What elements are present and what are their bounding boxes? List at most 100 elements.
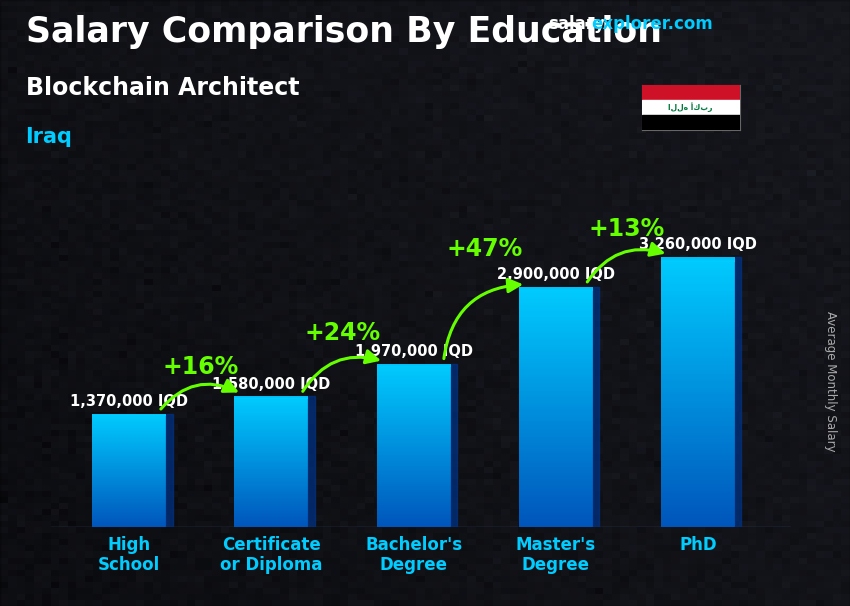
Bar: [93, 455, 167, 456]
Bar: [661, 514, 735, 516]
Bar: [93, 444, 167, 445]
Bar: [235, 491, 309, 492]
Bar: [377, 393, 450, 394]
Bar: [518, 375, 592, 377]
Bar: [93, 425, 167, 426]
Bar: [235, 493, 309, 494]
Bar: [235, 497, 309, 498]
Bar: [661, 295, 735, 298]
Bar: [518, 291, 592, 293]
Bar: [661, 374, 735, 376]
Bar: [377, 395, 450, 396]
Bar: [661, 523, 735, 525]
Bar: [235, 461, 309, 462]
Bar: [661, 302, 735, 304]
Bar: [235, 477, 309, 478]
Bar: [93, 420, 167, 421]
Bar: [235, 451, 309, 452]
Bar: [377, 436, 450, 438]
Bar: [377, 455, 450, 456]
Bar: [661, 340, 735, 342]
Bar: [235, 476, 309, 477]
Bar: [661, 318, 735, 320]
Bar: [661, 338, 735, 340]
Bar: [518, 437, 592, 439]
Bar: [377, 525, 450, 526]
Bar: [235, 510, 309, 511]
Bar: [377, 487, 450, 488]
Bar: [93, 504, 167, 505]
Bar: [661, 390, 735, 392]
Bar: [661, 273, 735, 275]
Bar: [235, 436, 309, 438]
Bar: [377, 398, 450, 399]
Bar: [93, 518, 167, 519]
Bar: [377, 373, 450, 375]
Bar: [93, 443, 167, 444]
Bar: [518, 331, 592, 333]
Bar: [661, 417, 735, 419]
Bar: [235, 447, 309, 448]
Bar: [235, 415, 309, 416]
Bar: [661, 518, 735, 521]
Text: 2,900,000 IQD: 2,900,000 IQD: [497, 267, 615, 282]
Bar: [235, 475, 309, 476]
Bar: [235, 505, 309, 507]
Bar: [235, 424, 309, 425]
Bar: [377, 394, 450, 395]
Bar: [93, 473, 167, 474]
Bar: [93, 421, 167, 422]
Bar: [377, 488, 450, 489]
Bar: [518, 411, 592, 413]
Bar: [518, 351, 592, 353]
Bar: [518, 397, 592, 399]
Bar: [518, 299, 592, 301]
Bar: [661, 288, 735, 291]
Bar: [518, 499, 592, 501]
Bar: [93, 428, 167, 429]
Bar: [518, 353, 592, 355]
Bar: [93, 471, 167, 472]
Bar: [235, 499, 309, 500]
Bar: [93, 482, 167, 483]
Bar: [661, 354, 735, 356]
Bar: [377, 424, 450, 425]
Bar: [377, 503, 450, 504]
Bar: [235, 494, 309, 496]
Bar: [518, 457, 592, 459]
Bar: [377, 481, 450, 482]
Bar: [93, 451, 167, 453]
Bar: [377, 454, 450, 455]
Bar: [377, 447, 450, 448]
Bar: [518, 467, 592, 469]
Bar: [661, 259, 735, 261]
Bar: [235, 403, 309, 404]
Bar: [661, 491, 735, 493]
Bar: [377, 521, 450, 522]
Bar: [661, 324, 735, 327]
Bar: [661, 379, 735, 381]
Bar: [518, 361, 592, 363]
Bar: [93, 477, 167, 478]
Bar: [661, 282, 735, 284]
Bar: [93, 456, 167, 457]
Bar: [93, 414, 167, 415]
Bar: [518, 497, 592, 499]
Bar: [661, 351, 735, 354]
Bar: [93, 487, 167, 488]
Bar: [377, 375, 450, 376]
Bar: [518, 455, 592, 457]
Bar: [518, 463, 592, 465]
Bar: [235, 465, 309, 466]
Bar: [235, 466, 309, 467]
Bar: [93, 478, 167, 479]
Bar: [235, 454, 309, 455]
Bar: [661, 286, 735, 288]
Bar: [235, 474, 309, 475]
Bar: [377, 384, 450, 385]
Bar: [93, 498, 167, 499]
Bar: [93, 450, 167, 451]
Bar: [661, 291, 735, 293]
Bar: [377, 522, 450, 523]
Bar: [235, 486, 309, 487]
